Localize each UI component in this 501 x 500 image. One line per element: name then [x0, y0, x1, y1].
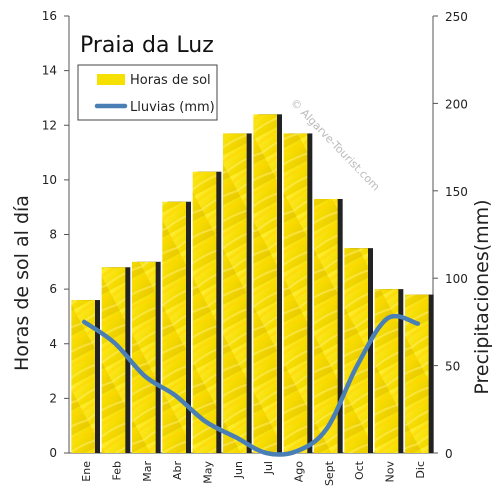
rain-series-line — [81, 313, 421, 457]
category-label-sept: Sept — [323, 460, 336, 486]
sun-bar-dic — [405, 294, 429, 453]
sun-bar-sept — [314, 198, 338, 453]
category-labels: Ene Feb Mar Abr May Jun Jul Ago Sept Oct Nov Dic — [80, 460, 427, 486]
right-axis-ticks: 0 50 100 150 200 250 — [433, 10, 468, 461]
sun-bar-mar — [132, 261, 156, 453]
sun-bar-ago — [283, 133, 308, 453]
left-tick-label: 2 — [49, 391, 57, 405]
chart-title: Praia da Luz — [80, 33, 214, 58]
sun-bar-jun — [223, 133, 247, 453]
left-tick-label: 14 — [42, 64, 57, 78]
category-label-jul: Jul — [262, 461, 275, 475]
category-label-oct: Oct — [353, 460, 366, 480]
bars-layer — [71, 114, 434, 453]
left-tick-label: 10 — [42, 173, 57, 187]
left-tick-label: 12 — [42, 118, 57, 132]
right-tick-label: 250 — [445, 10, 468, 24]
category-label-abr: Abr — [171, 461, 184, 481]
right-tick-label: 0 — [445, 447, 453, 461]
sun-bar-jul — [253, 114, 277, 453]
sun-bar-oct — [344, 248, 368, 453]
left-axis-title: Horas de sol al día — [11, 195, 33, 371]
left-tick-label: 0 — [49, 446, 57, 460]
right-axis-title: Precipitaciones(mm) — [471, 199, 493, 394]
category-label-dic: Dic — [414, 461, 427, 479]
right-tick-label: 50 — [445, 360, 460, 374]
category-label-feb: Feb — [111, 461, 124, 480]
category-label-mar: Mar — [141, 461, 154, 482]
sun-bar-may — [192, 171, 217, 453]
right-tick-label: 100 — [445, 272, 468, 286]
right-tick-label: 200 — [445, 97, 468, 111]
category-label-ago: Ago — [293, 461, 306, 483]
category-label-ene: Ene — [80, 461, 93, 482]
legend-label-sun: Horas de sol — [130, 73, 211, 88]
category-label-jun: Jun — [232, 461, 245, 479]
sun-bar-ene — [71, 300, 95, 453]
left-tick-label: 8 — [49, 228, 57, 242]
legend: Horas de sol Lluvias (mm) — [77, 64, 218, 121]
sun-bar-abr — [162, 201, 186, 453]
category-label-nov: Nov — [384, 461, 397, 483]
legend-swatch-sun — [97, 74, 125, 85]
left-axis-ticks: 0 2 4 6 8 10 12 14 16 — [42, 9, 69, 460]
left-tick-label: 6 — [49, 282, 57, 296]
left-tick-label: 16 — [42, 9, 57, 23]
legend-label-rain: Lluvias (mm) — [130, 100, 215, 115]
sun-bar-feb — [101, 267, 126, 453]
category-label-may: May — [202, 461, 215, 484]
left-tick-label: 4 — [49, 337, 57, 351]
right-tick-label: 150 — [445, 185, 468, 199]
sun-bar-nov — [374, 289, 399, 453]
